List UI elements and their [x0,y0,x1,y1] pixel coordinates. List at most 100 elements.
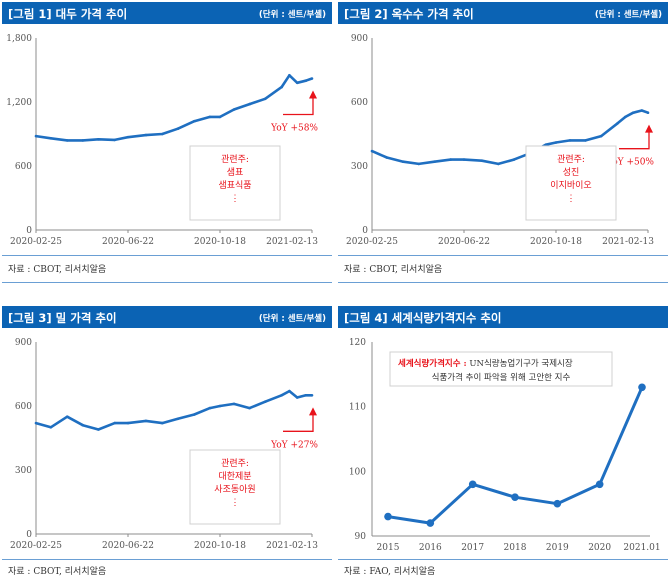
x-tick-label: 2021-02-13 [266,237,318,247]
data-point [584,139,587,142]
data-point [263,400,267,403]
x-tick-label: 2018 [504,543,527,553]
data-point [595,480,604,489]
data-point [310,77,314,80]
yoy-arrow [283,413,314,432]
data-point [616,122,619,125]
data-point [97,138,100,141]
x-tick-label: 2020-06-22 [102,237,154,247]
source-text: 자료 : FAO, 리서치알음 [344,567,436,577]
related-stocks-text: 샘표 [227,167,244,178]
data-point [113,421,116,425]
x-tick-label: 2015 [377,543,400,553]
data-point [65,139,69,142]
y-tick-label: 1,200 [6,98,32,108]
y-tick-label: 110 [349,403,366,413]
data-point [426,519,435,527]
x-tick-label: 2020-02-25 [346,237,398,247]
panel-unit: (단위 : 센트/부셸) [258,10,326,20]
data-point [208,406,212,410]
data-point [370,149,374,153]
panel-food-price-index: [그림 4] 세계식량가격지수 추이 120 110 100 90 2015 2016 20… [338,306,668,577]
yoy-arrow [619,130,650,150]
definition-line: 식품가격 추이 파악을 위해 고안한 지수 [432,372,571,383]
data-point [554,141,558,144]
panel-header: [그림 1] 대두 가격 추이 (단위 : 센트/부셸) [2,2,332,24]
yoy-arrowhead [309,407,317,416]
y-tick-label: 900 [351,34,368,44]
data-point [193,413,196,416]
data-point [288,74,291,77]
related-stocks-text: 관련주: [557,154,585,165]
data-point [449,158,452,161]
price-line [35,389,312,431]
related-stocks-text: 성진 [563,167,580,178]
x-tick-label: 2020-10-18 [194,541,246,551]
data-point [126,421,130,425]
data-point [144,133,148,137]
y-tick-label: 600 [351,98,368,108]
data-point [113,138,116,142]
data-point [310,394,314,397]
data-point [646,111,650,114]
data-point [161,132,164,136]
yoy-arrowhead [645,124,653,133]
related-stocks-text: ⋮ [231,194,240,204]
y-tick-label: 0 [362,226,368,236]
x-tick-label: 2016 [419,543,442,553]
definition-box [389,351,613,387]
related-stocks-box [189,145,281,221]
x-tick-label: 2020 [588,543,611,553]
data-point [304,79,308,82]
data-point [417,162,421,166]
data-point [288,389,291,393]
x-tick-label: 2020-02-25 [10,541,62,551]
yoy-arrowhead [309,90,317,99]
data-point [34,134,38,138]
yoy-label: YoY +27% [270,440,318,450]
related-stocks-text: 대한제분 [218,471,251,482]
data-point [49,426,53,429]
data-point [295,81,299,85]
definition-line: UN식량농업기구가 국제시장 [467,358,573,369]
data-point [468,480,477,489]
x-tick-label: 2020-02-25 [10,237,62,247]
data-point [638,383,646,392]
data-point [232,402,236,406]
data-point [248,406,251,410]
data-point [161,421,164,425]
x-tick-label: 2021-02-13 [266,541,318,551]
data-point [544,143,548,146]
y-tick-label: 120 [349,338,366,348]
x-tick-label: 2021-02-13 [602,237,654,247]
data-point [462,158,466,161]
data-point [248,102,251,106]
related-stocks-text: 사조동아원 [214,484,255,495]
data-point [568,139,572,142]
data-point [624,115,627,119]
data-point [263,97,267,101]
data-point [97,428,100,431]
panel-wheat: [그림 3] 밀 가격 추이 (단위 : 센트/부셸) 900 600 300 0 20… [2,306,332,577]
data-point [176,127,180,130]
related-stocks-text: ⋮ [567,194,576,204]
data-point [65,415,69,418]
panel-header: [그림 3] 밀 가격 추이 (단위 : 센트/부셸) [2,306,332,328]
data-point [34,421,38,425]
related-stocks-box [189,449,281,525]
data-point [218,115,222,119]
data-point [385,156,389,159]
data-point [599,134,603,138]
data-point [295,396,299,399]
panel-header: [그림 2] 옥수수 가격 추이 (단위 : 센트/부셸) [338,2,668,24]
source-text: 자료 : CBOT, 리서치알음 [8,567,107,577]
divider [338,255,668,256]
y-tick-label: 900 [15,338,32,348]
food-price-index-chart: 120 110 100 90 2015 2016 2017 2018 2019 2020 2021.… [349,338,661,553]
y-tick-label: 0 [26,226,32,236]
related-stocks-box [525,145,617,221]
related-stocks-text: 샘표식품 [218,180,251,191]
divider [2,282,332,283]
